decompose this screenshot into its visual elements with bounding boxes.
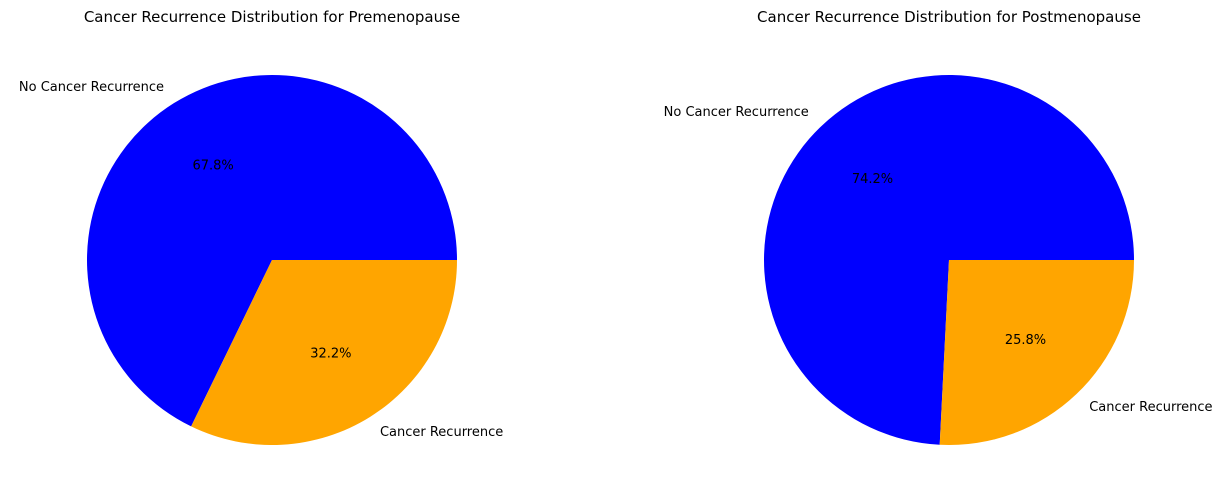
percent-label-premenopause-1: 32.2%: [310, 347, 351, 362]
slice-label-postmenopause-0: No Cancer Recurrence: [664, 105, 809, 120]
slice-label-premenopause-1: Cancer Recurrence: [380, 425, 503, 440]
pie-slice-premenopause-recurrence: [191, 260, 457, 446]
pie-chart-premenopause: Cancer Recurrence Distribution for Preme…: [19, 8, 503, 446]
percent-label-premenopause-0: 67.8%: [192, 158, 233, 173]
pie-labels-postmenopause: No Cancer Recurrence 74.2% Cancer Recurren…: [664, 105, 1213, 415]
slice-label-postmenopause-1: Cancer Recurrence: [1089, 400, 1212, 415]
chart-title-premenopause: Cancer Recurrence Distribution for Preme…: [84, 8, 460, 26]
pie-slices-premenopause: [87, 75, 457, 446]
slice-label-premenopause-0: No Cancer Recurrence: [19, 80, 164, 95]
percent-label-postmenopause-1: 25.8%: [1005, 333, 1046, 348]
pie-chart-postmenopause: Cancer Recurrence Distribution for Postm…: [664, 8, 1213, 445]
percent-label-postmenopause-0: 74.2%: [852, 172, 893, 187]
chart-title-postmenopause: Cancer Recurrence Distribution for Postm…: [757, 8, 1141, 26]
pie-slice-postmenopause-recurrence: [939, 260, 1134, 445]
pie-slices-postmenopause: [763, 75, 1134, 445]
pie-slice-postmenopause-no-recurrence: [763, 75, 1134, 445]
pie-slice-premenopause-no-recurrence: [87, 75, 457, 427]
pie-labels-premenopause: No Cancer Recurrence 67.8% Cancer Recurren…: [19, 80, 503, 440]
